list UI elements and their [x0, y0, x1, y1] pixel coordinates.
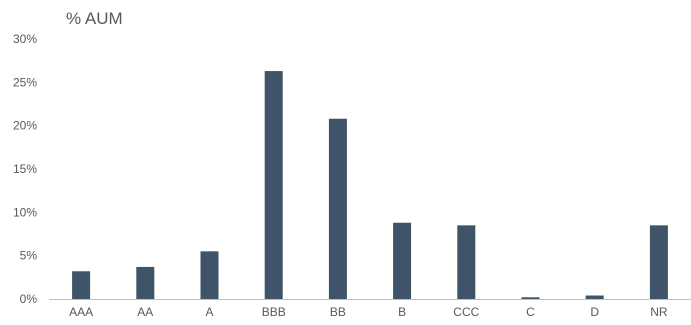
bar-d — [585, 295, 604, 299]
bar-ccc — [457, 225, 476, 299]
y-tick-label: 15% — [13, 162, 37, 176]
y-tick-label: 5% — [20, 249, 38, 263]
y-tick-label: 20% — [13, 119, 37, 133]
bar-aa — [136, 266, 155, 299]
x-tick-label: D — [590, 305, 599, 319]
bar-nr — [649, 225, 668, 299]
x-tick-label: BBB — [262, 305, 286, 319]
y-tick-label: 0% — [20, 292, 38, 306]
y-tick-label: 30% — [13, 32, 37, 46]
bars — [72, 71, 668, 299]
x-tick-label: B — [398, 305, 406, 319]
x-tick-label: CCC — [453, 305, 479, 319]
y-tick-labels: 0% 5% 10% 15% 20% 25% 30% — [13, 32, 37, 306]
x-tick-label: AAA — [69, 305, 93, 319]
bar-b — [393, 222, 412, 299]
x-tick-label: A — [205, 305, 213, 319]
x-tick-label: NR — [650, 305, 668, 319]
bar-a — [200, 251, 219, 299]
y-tick-label: 25% — [13, 75, 37, 89]
bar-bb — [328, 118, 347, 299]
x-tick-label: C — [526, 305, 535, 319]
x-tick-label: BB — [330, 305, 346, 319]
bar-c — [521, 297, 540, 299]
x-tick-labels: AAA AA A BBB BB B CCC C D NR — [69, 305, 668, 319]
x-tick-label: AA — [137, 305, 153, 319]
bar-bbb — [264, 71, 283, 299]
bar-aaa — [72, 271, 91, 299]
y-tick-label: 10% — [13, 205, 37, 219]
y-axis-label: % AUM — [66, 9, 123, 28]
